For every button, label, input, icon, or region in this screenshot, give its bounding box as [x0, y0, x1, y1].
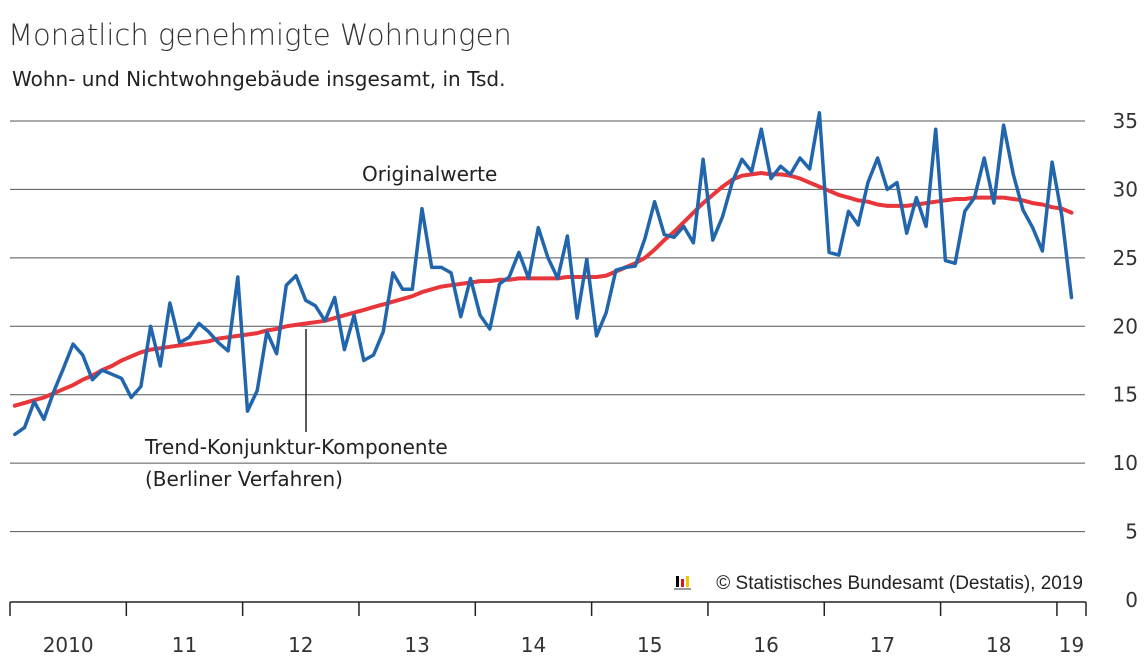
x-tick-label-14: 14	[521, 633, 546, 657]
y-tick-label-20: 20	[1113, 314, 1138, 338]
chart-title: Monatlich genehmigte Wohnungen	[8, 18, 512, 52]
y-tick-label-5: 5	[1125, 520, 1138, 544]
x-tick-label-16: 16	[753, 633, 778, 657]
y-tick-label-25: 25	[1113, 246, 1138, 270]
annotation-trend-method: (Berliner Verfahren)	[145, 467, 343, 491]
series-line-original	[13, 111, 1074, 437]
destatis-logo-icon	[674, 576, 691, 590]
chart-subtitle: Wohn- und Nichtwohngebäude insgesamt, in…	[12, 67, 505, 91]
annotations: Originalwerte Trend-Konjunktur-Komponent…	[144, 162, 497, 491]
y-tick-label-10: 10	[1113, 451, 1138, 475]
annotation-trend: Trend-Konjunktur-Komponente	[144, 435, 448, 459]
y-tick-label-30: 30	[1113, 177, 1138, 201]
credit-text: © Statistisches Bundesamt (Destatis), 20…	[716, 573, 1083, 594]
x-tick-label-18: 18	[986, 633, 1011, 657]
x-tick-label-2010: 2010	[43, 633, 94, 657]
y-axis-ticks: 0 5 10 15 20 25 30 35	[1113, 109, 1138, 612]
x-axis: 2010 11 12 13 14 15 16 17 18 19	[9, 601, 1087, 657]
y-tick-label-15: 15	[1113, 383, 1138, 407]
x-tick-label-12: 12	[288, 633, 313, 657]
x-tick-label-17: 17	[870, 633, 895, 657]
x-tick-label-19: 19	[1059, 633, 1084, 657]
annotation-originalwerte: Originalwerte	[362, 162, 497, 186]
series-line-trend	[12, 171, 1074, 408]
x-tick-label-11: 11	[172, 633, 197, 657]
x-tick-label-15: 15	[637, 633, 662, 657]
x-tick-label-13: 13	[404, 633, 429, 657]
y-tick-label-35: 35	[1113, 109, 1138, 133]
credit: © Statistisches Bundesamt (Destatis), 20…	[674, 573, 1083, 594]
y-tick-label-0: 0	[1125, 588, 1138, 612]
series-group	[12, 111, 1074, 437]
